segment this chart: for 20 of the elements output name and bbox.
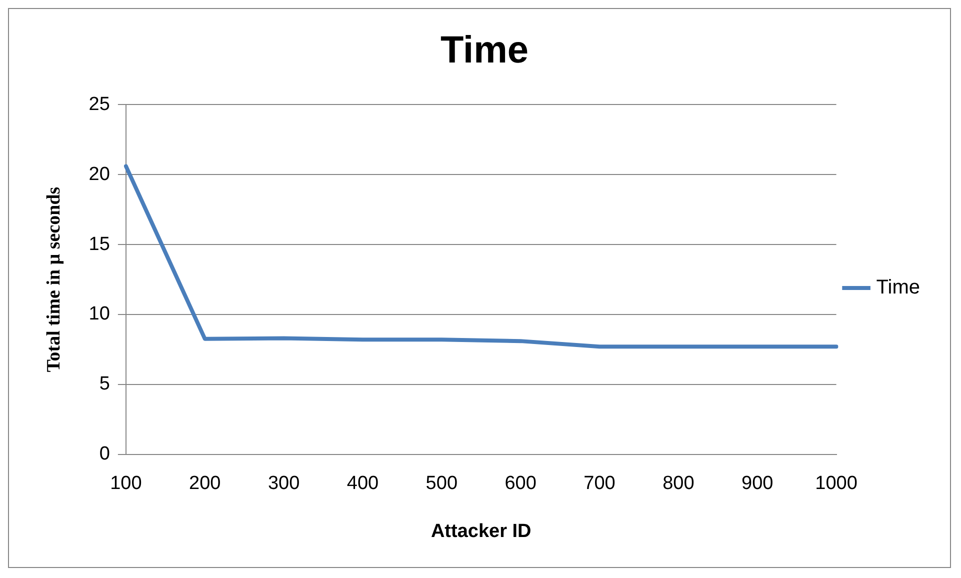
chart-title: Time	[440, 29, 529, 72]
legend-label: Time	[876, 276, 920, 299]
y-tick-label: 10	[88, 304, 110, 325]
y-tick-label: 15	[88, 234, 110, 255]
x-tick-label: 200	[189, 473, 221, 494]
x-tick-label: 300	[268, 473, 300, 494]
x-tick-label: 900	[742, 473, 774, 494]
x-tick-label: 100	[110, 473, 142, 494]
x-tick-label: 600	[504, 473, 536, 494]
x-axis-title: Attacker ID	[430, 520, 532, 542]
x-tick-label: 400	[346, 473, 379, 494]
y-tick-label: 0	[99, 444, 110, 465]
x-tick-label: 1000	[815, 473, 858, 494]
y-tick-label: 20	[88, 164, 110, 185]
y-tick-label: 25	[88, 94, 110, 115]
x-tick-label: 800	[662, 473, 694, 494]
x-tick-label: 500	[426, 473, 458, 494]
x-tick-label: 700	[584, 473, 616, 494]
y-tick-label: 5	[99, 374, 110, 395]
y-axis-title: Total time in μ seconds	[43, 186, 64, 372]
